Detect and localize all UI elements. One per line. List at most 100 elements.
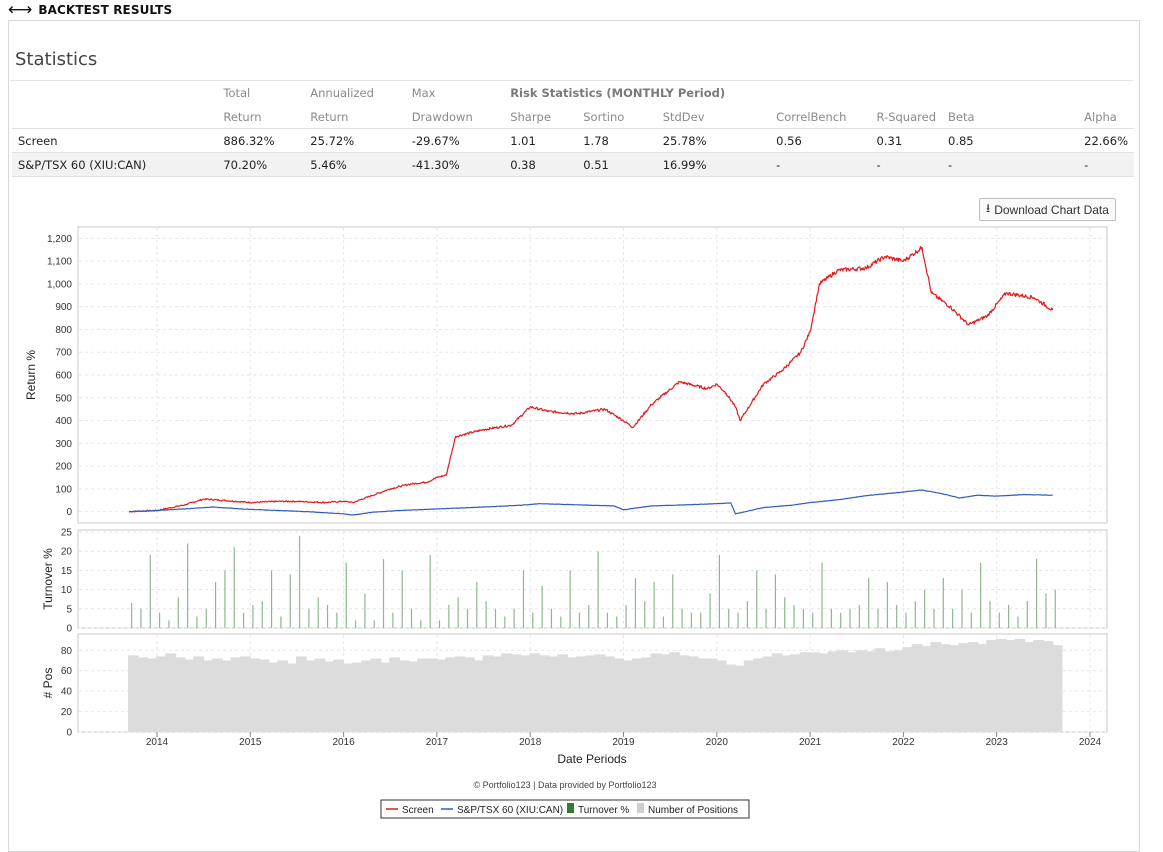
turnover-bar: [905, 612, 907, 628]
turnover-bar: [270, 570, 273, 628]
turnover-bar: [625, 604, 627, 628]
positions-bar: [781, 655, 792, 732]
positions-bar: [323, 661, 335, 732]
positions-bar: [762, 656, 774, 732]
positions-bar: [211, 658, 223, 732]
turnover-bar: [224, 570, 226, 628]
turnover-bar: [672, 574, 674, 628]
col-header: Beta: [942, 105, 1079, 129]
turnover-bar: [494, 608, 497, 628]
legend-positions[interactable]: Number of Positions: [648, 805, 738, 816]
turnover-bar: [177, 597, 179, 628]
turnover-bar: [933, 608, 935, 628]
x-tick-label: 2018: [519, 737, 542, 748]
return-ytick-label: 200: [55, 462, 72, 473]
turnover-bar: [662, 616, 665, 628]
positions-bar: [622, 660, 634, 732]
turnover-bar: [728, 608, 730, 628]
download-chart-data-button[interactable]: ⭳ Download Chart Data: [979, 198, 1116, 221]
return-ytick-label: 900: [55, 302, 72, 313]
positions-bar: [407, 661, 419, 732]
turnover-bar: [616, 616, 618, 628]
turnover-bar: [522, 570, 525, 628]
col-max-top: Max: [411, 86, 436, 100]
x-tick-label: 2014: [146, 737, 169, 748]
positions-bar: [893, 650, 904, 732]
turnover-ytick-label: 20: [61, 547, 73, 558]
return-ytick-label: 500: [55, 393, 72, 404]
return-ytick-label: 0: [66, 507, 72, 518]
positions-bar: [631, 658, 643, 732]
divider: [10, 80, 1133, 81]
turnover-bar: [457, 597, 459, 628]
cell-alpha: -: [1078, 152, 1134, 177]
positions-bar: [1005, 640, 1016, 732]
positions-bar: [547, 656, 559, 732]
turnover-bar: [261, 601, 263, 628]
cell-correl: 0.56: [770, 128, 871, 153]
turnover-bar: [242, 612, 245, 628]
positions-bar: [921, 646, 932, 732]
x-tick-label: 2024: [1079, 737, 1102, 748]
return-axis-label: Return %: [24, 350, 38, 400]
positions-bar: [865, 651, 876, 732]
positions-bar: [454, 656, 466, 732]
positions-bar: [986, 640, 998, 732]
turnover-bar: [298, 535, 301, 628]
turnover-bar: [970, 612, 972, 628]
turnover-axis-label: Turnover %: [41, 548, 55, 610]
x-tick-label: 2019: [612, 737, 635, 748]
positions-bar: [529, 653, 541, 732]
x-tick-label: 2015: [239, 737, 262, 748]
col-header: CorrelBench: [770, 105, 871, 129]
positions-bar: [426, 658, 438, 732]
turnover-bar: [746, 601, 748, 628]
statistics-heading: Statistics: [15, 49, 98, 70]
turnover-bar: [1045, 593, 1047, 628]
turnover-bar: [382, 558, 385, 628]
turnover-bar: [821, 562, 823, 628]
positions-bar: [650, 653, 662, 732]
turnover-bar: [513, 608, 515, 628]
turnover-bar: [317, 597, 319, 628]
positions-bar: [193, 656, 205, 732]
left-right-arrow-icon[interactable]: ⟷: [8, 0, 33, 20]
turnover-bar: [1054, 589, 1056, 628]
positions-bar: [435, 659, 447, 732]
positions-bar: [771, 653, 783, 732]
positions-bar: [202, 660, 214, 732]
turnover-bar: [429, 555, 431, 628]
risk-statistics-heading: Risk Statistics (MONTHLY Period): [510, 86, 726, 100]
positions-bar: [491, 656, 503, 732]
turnover-bar: [812, 612, 814, 628]
positions-bar: [967, 642, 979, 732]
legend-benchmark[interactable]: S&P/TSX 60 (XIU:CAN): [457, 805, 563, 816]
legend-screen[interactable]: Screen: [402, 805, 434, 816]
turnover-bar: [186, 543, 189, 628]
positions-bar: [1023, 642, 1035, 732]
cell-annualized: 5.46%: [304, 152, 406, 177]
x-tick-label: 2016: [332, 737, 355, 748]
turnover-bar: [924, 589, 926, 628]
turnover-bar: [401, 570, 403, 628]
positions-bar: [613, 658, 624, 732]
turnover-bar: [784, 597, 786, 628]
positions-bar: [165, 653, 177, 732]
positions-bar: [669, 652, 680, 732]
turnover-bar: [849, 608, 851, 628]
turnover-bar: [588, 604, 590, 628]
turnover-bar: [1036, 558, 1038, 628]
positions-bar: [379, 662, 391, 732]
turnover-bar: [774, 574, 776, 628]
backtest-chart: 01002003004005006007008009001,0001,1001,…: [24, 226, 1108, 819]
positions-bar: [911, 644, 923, 732]
turnover-bar: [793, 604, 795, 628]
positions-bar: [351, 662, 363, 732]
turnover-bar: [952, 608, 954, 628]
positions-bar: [295, 656, 307, 732]
legend-turnover[interactable]: Turnover %: [578, 805, 629, 816]
positions-bar: [501, 653, 513, 732]
positions-bar: [361, 660, 373, 732]
turnover-bar: [868, 578, 870, 628]
turnover-plot-frame: [77, 529, 1108, 629]
